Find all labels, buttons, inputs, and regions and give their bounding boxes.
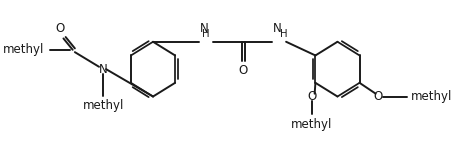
Text: N: N xyxy=(273,22,282,35)
Text: methyl: methyl xyxy=(411,90,452,103)
Text: methyl: methyl xyxy=(3,43,44,56)
Text: H: H xyxy=(202,29,209,39)
Text: H: H xyxy=(280,29,287,39)
Text: methyl: methyl xyxy=(291,118,333,131)
Text: methyl: methyl xyxy=(83,99,124,112)
Text: N: N xyxy=(99,63,108,76)
Text: N: N xyxy=(200,22,208,35)
Text: O: O xyxy=(55,22,65,35)
Text: O: O xyxy=(239,64,248,77)
Text: O: O xyxy=(374,90,383,103)
Text: O: O xyxy=(307,90,316,103)
